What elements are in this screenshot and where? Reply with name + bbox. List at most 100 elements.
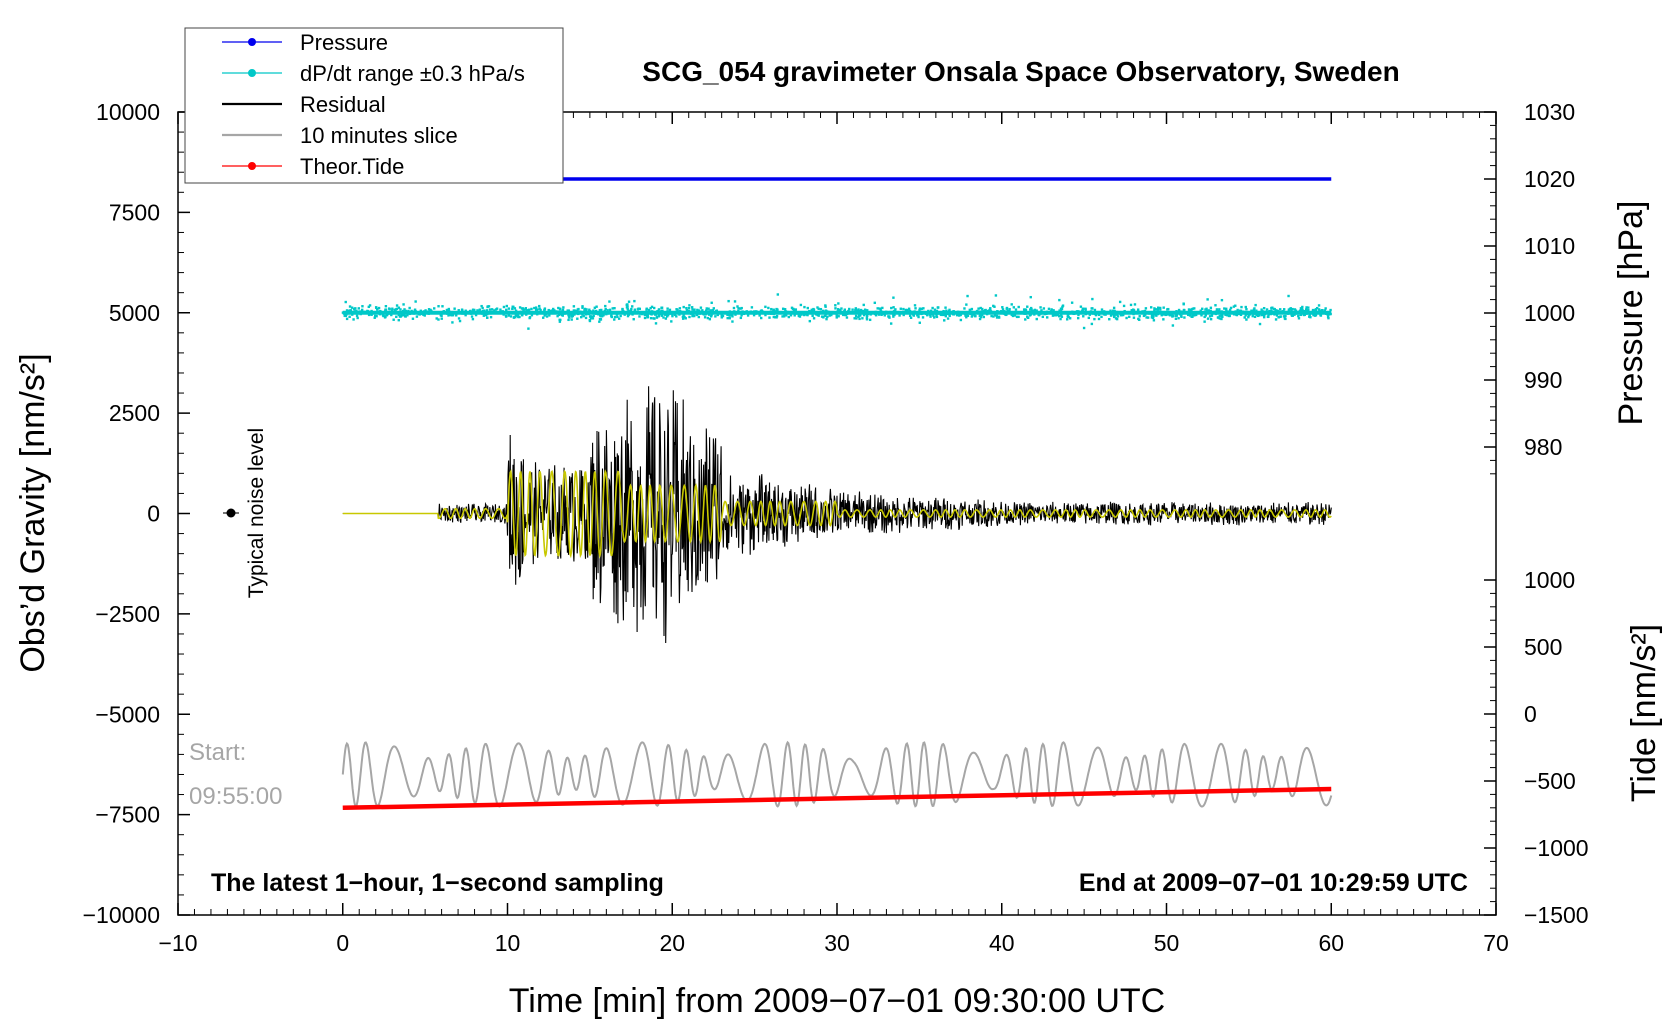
dpdt-point (1033, 309, 1036, 312)
dpdt-point (862, 303, 865, 307)
y-tick-label: −7500 (95, 802, 160, 828)
dpdt-point (720, 316, 723, 319)
dpdt-point (592, 314, 595, 318)
dpdt-point (652, 317, 655, 320)
dpdt-point (1153, 307, 1156, 310)
dpdt-point (592, 309, 595, 312)
dpdt-point (1307, 306, 1310, 309)
dpdt-point (1207, 309, 1210, 312)
dpdt-point (1162, 318, 1165, 321)
dpdt-point (1082, 315, 1085, 318)
dpdt-point (1177, 317, 1180, 320)
dpdt-point (1253, 315, 1257, 319)
dpdt-point (1218, 317, 1221, 320)
dpdt-point (1254, 303, 1257, 307)
dpdt-point (395, 307, 399, 311)
dpdt-point (1255, 313, 1258, 317)
dpdt-point (595, 305, 598, 308)
dpdt-point (414, 300, 417, 303)
dpdt-point (918, 321, 921, 324)
legend-label: Residual (300, 92, 386, 117)
dpdt-point (948, 314, 951, 318)
dpdt-point (902, 313, 905, 317)
dpdt-point (926, 313, 929, 317)
dpdt-point (654, 322, 658, 325)
dpdt-point (397, 306, 401, 309)
dpdt-point (995, 314, 998, 318)
dpdt-point (799, 303, 803, 307)
dpdt-point (1206, 298, 1209, 301)
dpdt-point (1320, 309, 1323, 312)
dpdt-point (392, 318, 395, 321)
dpdt-point (1300, 309, 1304, 312)
dpdt-point (857, 315, 860, 319)
dpdt-point (433, 307, 436, 310)
dpdt-point (1035, 309, 1038, 312)
dpdt-point (528, 316, 532, 319)
dpdt-point (971, 313, 974, 317)
dpdt-point (959, 318, 963, 322)
dpdt-point (562, 306, 565, 309)
dpdt-point (824, 305, 827, 308)
dpdt-point (803, 305, 806, 309)
dpdt-point (350, 306, 354, 309)
dpdt-point (823, 314, 827, 318)
dpdt-point (567, 318, 570, 322)
dpdt-point (1209, 317, 1213, 321)
dpdt-point (767, 306, 770, 310)
dpdt-point (1039, 306, 1042, 309)
dpdt-point (538, 307, 541, 310)
x-tick-label: 0 (336, 930, 349, 956)
dpdt-point (1097, 317, 1101, 321)
dpdt-point (824, 304, 827, 307)
dpdt-point (989, 308, 992, 311)
dpdt-point (1256, 313, 1260, 317)
dpdt-point (1265, 308, 1269, 311)
dpdt-point (978, 317, 982, 321)
dpdt-point (490, 308, 494, 311)
plot-frame (177, 111, 1497, 916)
dpdt-point (782, 315, 786, 318)
dpdt-point (1315, 306, 1319, 310)
dpdt-point (582, 314, 585, 318)
dpdt-point (1314, 308, 1318, 311)
dpdt-point (1093, 308, 1097, 312)
dpdt-point (375, 307, 379, 311)
data-series (341, 177, 1333, 811)
dpdt-point (899, 307, 902, 310)
dpdt-point (1263, 314, 1266, 317)
dpdt-point (981, 313, 984, 317)
dpdt-point (534, 306, 538, 309)
dpdt-point (494, 308, 498, 311)
dpdt-point (1297, 317, 1301, 320)
legend-label: dP/dt range ±0.3 hPa/s (300, 61, 525, 86)
dpdt-point (1274, 318, 1278, 321)
dpdt-point (1061, 304, 1065, 307)
dpdt-point (604, 307, 607, 311)
dpdt-point (857, 308, 860, 311)
dpdt-point (982, 315, 986, 319)
dpdt-point (353, 307, 356, 311)
dpdt-point (865, 316, 869, 319)
dpdt-point (385, 313, 389, 317)
dpdt-point (613, 315, 617, 319)
dpdt-point (1229, 306, 1233, 310)
dpdt-point (397, 318, 400, 322)
dpdt-point (776, 293, 780, 296)
dpdt-point (772, 308, 775, 311)
dpdt-point (848, 307, 851, 311)
noise-label: Typical noise level (245, 428, 268, 598)
dpdt-point (474, 313, 478, 317)
dpdt-point (793, 314, 796, 317)
dpdt-point (1282, 308, 1286, 311)
dpdt-point (948, 308, 951, 312)
legend-item: dP/dt range ±0.3 hPa/s (222, 61, 525, 86)
dpdt-point (1030, 308, 1033, 311)
dpdt-point (484, 313, 488, 317)
dpdt-point (731, 320, 734, 323)
dpdt-point (853, 317, 856, 320)
dpdt-point (942, 313, 945, 317)
dpdt-point (1247, 314, 1250, 317)
dpdt-point (538, 304, 541, 308)
dpdt-point (855, 317, 858, 320)
